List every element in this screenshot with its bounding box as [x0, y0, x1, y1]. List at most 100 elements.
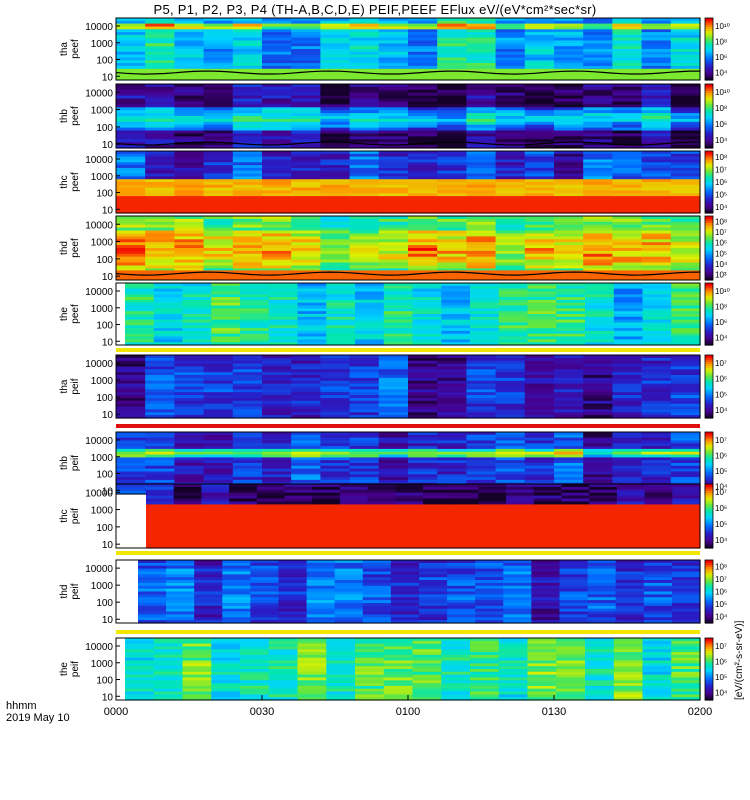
pixel	[125, 305, 155, 309]
pixel	[116, 242, 146, 246]
pixel	[641, 110, 672, 114]
pixel	[232, 454, 263, 458]
pixel	[211, 663, 241, 667]
pixel	[378, 187, 409, 191]
panel-frame	[115, 17, 701, 81]
pixel	[291, 377, 321, 382]
pixel	[554, 474, 584, 478]
pixel	[612, 474, 643, 478]
pixel	[232, 463, 263, 467]
pixel	[378, 60, 409, 64]
pixel	[326, 646, 356, 650]
pixel	[256, 545, 286, 549]
colorbar-cell	[705, 434, 713, 437]
colorbar-cell	[705, 526, 713, 530]
pixel	[291, 18, 321, 22]
pixel	[174, 383, 205, 388]
pixel	[412, 663, 442, 667]
pixel	[670, 403, 701, 408]
pixel	[291, 463, 321, 467]
pixel	[378, 227, 409, 232]
pixel	[349, 400, 380, 405]
pixel	[174, 204, 205, 208]
pixel	[145, 360, 175, 365]
pixel	[671, 697, 701, 701]
colorbar-cell	[705, 90, 713, 94]
pixel	[616, 527, 646, 532]
pixel	[229, 533, 258, 537]
pixel	[116, 153, 146, 158]
pixel	[466, 32, 497, 36]
pixel	[587, 600, 617, 604]
colorbar-cell	[705, 675, 713, 678]
pixel	[437, 245, 467, 249]
pixel	[506, 536, 535, 540]
pixel	[583, 465, 613, 470]
pixel	[166, 608, 195, 613]
pixel	[326, 330, 356, 335]
pixel	[495, 65, 526, 70]
pixel	[284, 542, 313, 546]
pixel	[478, 536, 507, 540]
pixel	[495, 151, 526, 155]
pixel	[291, 165, 321, 169]
pixel	[326, 640, 356, 645]
pixel	[466, 218, 497, 223]
pixel	[437, 173, 467, 177]
pixel	[612, 259, 643, 264]
pixel	[612, 363, 643, 368]
colorbar-cell	[705, 378, 713, 381]
pixel	[613, 333, 644, 338]
pixel	[145, 451, 175, 456]
pixel	[262, 179, 292, 183]
pixel	[641, 377, 672, 382]
pixel	[642, 336, 672, 340]
pixel	[643, 597, 673, 601]
pixel	[642, 319, 672, 323]
colorbar-cell	[705, 648, 713, 651]
pixel	[201, 536, 230, 540]
pixel	[437, 153, 467, 158]
pixel	[173, 507, 202, 511]
pixel	[613, 660, 644, 664]
pixel	[554, 477, 584, 481]
pixel	[194, 620, 223, 624]
pixel	[174, 49, 205, 53]
pixel	[554, 233, 584, 237]
pixel	[211, 305, 241, 309]
pixel	[475, 600, 504, 604]
pixel	[320, 415, 351, 419]
pixel	[146, 498, 175, 502]
pixel	[355, 333, 385, 338]
pixel	[291, 256, 321, 261]
pixel	[355, 288, 385, 292]
pixel	[320, 198, 351, 203]
colorbar-tick-label: 10⁶	[715, 318, 727, 327]
pixel	[524, 474, 555, 478]
pixel	[531, 614, 561, 618]
pixel	[643, 585, 673, 590]
pixel	[441, 677, 471, 681]
pixel	[349, 434, 380, 439]
pixel	[194, 562, 223, 567]
pixel	[145, 32, 175, 36]
pixel	[470, 649, 500, 653]
pixel	[203, 432, 234, 436]
pixel	[612, 86, 643, 91]
pixel	[524, 230, 555, 234]
colorbar-cell	[705, 28, 713, 31]
pixel	[527, 330, 557, 335]
pixel	[587, 588, 617, 593]
colorbar-cell	[705, 226, 713, 230]
pixel	[153, 291, 184, 295]
pixel	[326, 671, 356, 676]
pixel	[256, 536, 286, 540]
pixel	[583, 457, 613, 461]
pixel	[556, 325, 586, 329]
pixel	[437, 40, 467, 44]
pixel	[408, 49, 438, 53]
pixel	[284, 484, 313, 488]
pixel	[125, 330, 155, 335]
pixel	[116, 184, 146, 189]
